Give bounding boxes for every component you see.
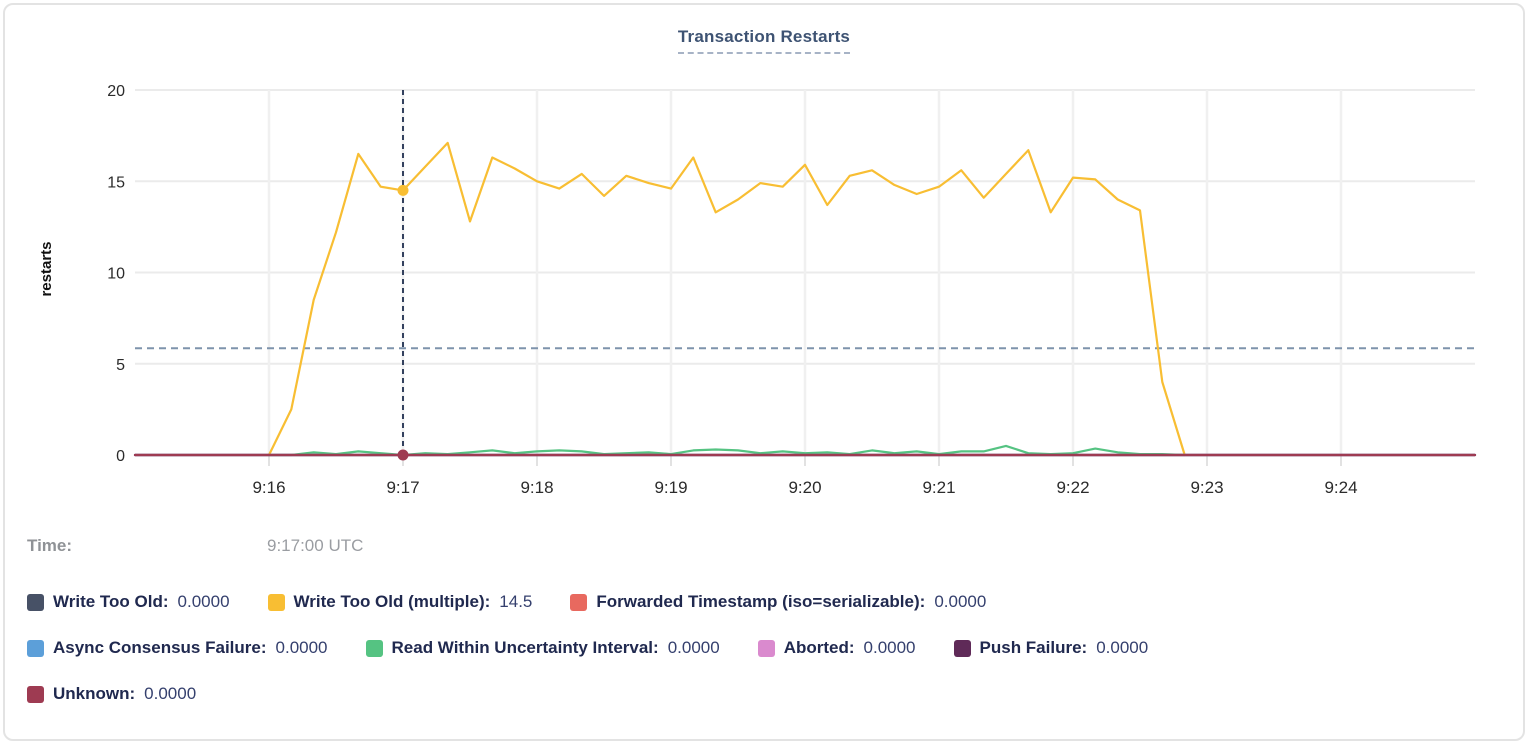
x-tick-label: 9:23 bbox=[1190, 478, 1223, 497]
crosshair-dot bbox=[397, 184, 409, 196]
legend-row-1: Write Too Old: 0.0000 Write Too Old (multi… bbox=[27, 590, 1503, 614]
legend-value: 0.0000 bbox=[177, 592, 230, 611]
legend-swatch bbox=[365, 639, 383, 657]
legend-item-unknown: Unknown: 0.0000 bbox=[27, 684, 196, 704]
legend-value: 0.0000 bbox=[667, 638, 720, 657]
legend-item-write-too-old-multiple-: Write Too Old (multiple): 14.5 bbox=[267, 592, 533, 612]
legend-swatch bbox=[267, 593, 285, 611]
legend-value: 0.0000 bbox=[275, 638, 328, 657]
series-line-write-too-old-multiple- bbox=[267, 141, 1186, 457]
hover-time-row: Time: 9:17:00 UTC bbox=[27, 536, 1503, 560]
legend-value: 0.0000 bbox=[934, 592, 987, 611]
crosshair-dot bbox=[397, 449, 409, 461]
legend-item-aborted: Aborted: 0.0000 bbox=[757, 638, 916, 658]
legend-value: 0.0000 bbox=[863, 638, 916, 657]
legend-item-read-within-uncertainty-interval: Read Within Uncertainty Interval: 0.0000 bbox=[365, 638, 720, 658]
legend-label: Push Failure: bbox=[979, 638, 1088, 657]
hover-time-value: 9:17:00 UTC bbox=[267, 536, 364, 555]
legend-row-3: Unknown: 0.0000 bbox=[27, 682, 1503, 706]
x-tick-label: 9:22 bbox=[1056, 478, 1089, 497]
hover-time-label: Time: bbox=[27, 536, 73, 555]
legend-value: 0.0000 bbox=[1096, 638, 1149, 657]
legend-swatch bbox=[27, 685, 44, 703]
legend-label: Unknown: bbox=[53, 684, 136, 703]
legend-value: 0.0000 bbox=[144, 684, 197, 703]
legend-swatch bbox=[27, 639, 44, 657]
legend-item-write-too-old: Write Too Old: 0.0000 bbox=[27, 592, 230, 612]
x-tick-label: 9:18 bbox=[520, 478, 553, 497]
chart-title[interactable]: Transaction Restarts bbox=[677, 27, 851, 54]
legend-item-forwarded-timestamp-iso-serializable-: Forwarded Timestamp (iso=serializable): 0… bbox=[570, 592, 986, 612]
legend-swatch bbox=[757, 639, 775, 657]
legend-label: Write Too Old (multiple): bbox=[293, 592, 491, 611]
legend-label: Async Consensus Failure: bbox=[53, 638, 267, 657]
chart-title-wrap: Transaction Restarts bbox=[5, 27, 1523, 54]
transaction-restarts-chart[interactable]: 0 5 10 15 20 9:16 9:17 9:18 9:19 9:20 9:21 9:22 9:23… bbox=[5, 5, 1528, 517]
legend-swatch bbox=[27, 593, 44, 611]
y-tick-label: 15 bbox=[107, 174, 125, 191]
series-line-read-within-uncertainty-interval bbox=[267, 444, 1186, 457]
legend-row-2: Async Consensus Failure: 0.0000 Read Withi… bbox=[27, 636, 1503, 660]
legend-item-async-consensus-failure: Async Consensus Failure: 0.0000 bbox=[27, 638, 328, 658]
y-axis-label: restarts bbox=[38, 241, 55, 296]
y-tick-label: 0 bbox=[116, 448, 125, 465]
legend-item-push-failure: Push Failure: 0.0000 bbox=[953, 638, 1149, 658]
x-tick-label: 9:17 bbox=[386, 478, 419, 497]
x-tick-label: 9:24 bbox=[1324, 478, 1357, 497]
legend-label: Aborted: bbox=[783, 638, 855, 657]
legend-label: Write Too Old: bbox=[53, 592, 169, 611]
chart-card: Transaction Restarts 0 5 10 15 20 9:16 9:17 9:1… bbox=[3, 3, 1525, 741]
legend-swatch bbox=[953, 639, 971, 657]
legend-label: Read Within Uncertainty Interval: bbox=[391, 638, 659, 657]
y-tick-label: 10 bbox=[107, 266, 125, 283]
x-tick-label: 9:20 bbox=[788, 478, 821, 497]
legend-swatch bbox=[570, 593, 588, 611]
x-tick-label: 9:19 bbox=[654, 478, 687, 497]
legend-value: 14.5 bbox=[499, 592, 533, 611]
legend-label: Forwarded Timestamp (iso=serializable): bbox=[596, 592, 926, 611]
y-tick-label: 20 bbox=[107, 83, 125, 100]
x-tick-label: 9:21 bbox=[922, 478, 955, 497]
y-tick-label: 5 bbox=[116, 357, 125, 374]
x-tick-label: 9:16 bbox=[252, 478, 285, 497]
